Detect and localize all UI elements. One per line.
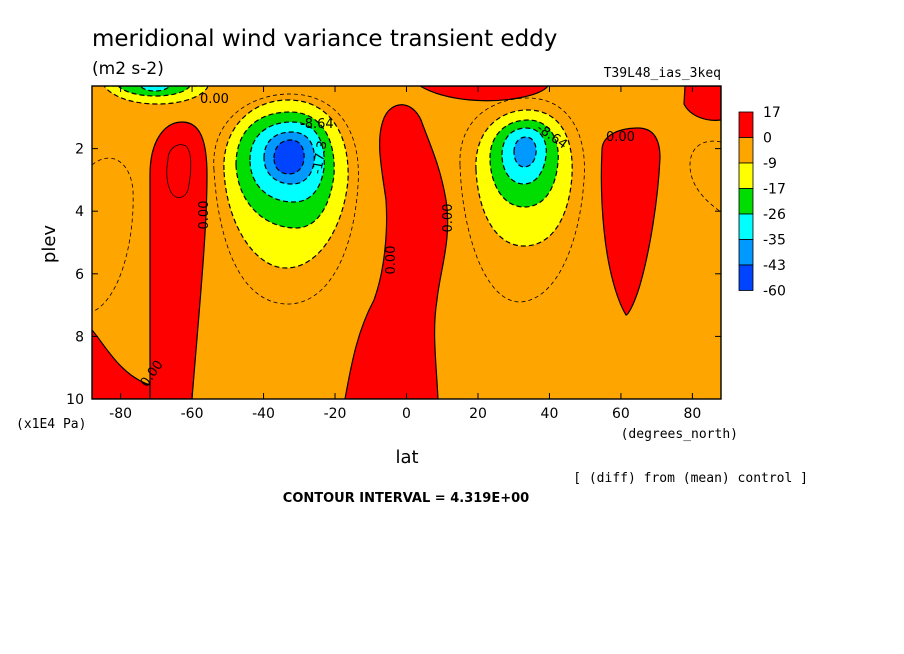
contour-label-top: 0.00: [200, 92, 229, 107]
colorbar-label: -9: [763, 156, 777, 172]
contour-field: [92, 86, 721, 399]
contour-label-equator-right: 0.00: [441, 204, 456, 233]
band-red-southpole: [92, 329, 151, 399]
x-tick-label: -60: [181, 406, 204, 422]
band-red-equator: [344, 104, 449, 399]
colorbar-label: -60: [763, 284, 786, 300]
band-cyan-topleft: [139, 86, 171, 92]
contour-line-west: [92, 157, 134, 313]
colorbar-swatch: [738, 264, 754, 291]
x-axis-ticks: -80 -60 -40 -20 0 20 40 60 80: [109, 86, 701, 422]
x-tick-label: 80: [683, 406, 701, 422]
difference-note: [ (diff) from (mean) control ]: [573, 471, 808, 486]
x-axis-label: lat: [395, 447, 418, 468]
contour-line-red-inner: [166, 144, 192, 198]
y-tick-label: 8: [75, 329, 84, 345]
y-axis-label: plev: [39, 225, 60, 264]
colorbar-label: 17: [763, 105, 781, 121]
colorbar-label: -26: [763, 207, 786, 223]
colorbar-swatch: [738, 137, 754, 164]
x-tick-label: 0: [402, 406, 411, 422]
chart-units: (m2 s-2): [92, 59, 164, 79]
colorbar-label: -43: [763, 258, 786, 274]
contour-label-south-red: 0.00: [197, 201, 212, 230]
contour-label-equator-left: 0.00: [384, 246, 399, 275]
chart-title: meridional wind variance transient eddy: [92, 26, 557, 52]
band-red-topcenter: [418, 86, 549, 102]
x-axis-units: (degrees_north): [621, 427, 738, 442]
contour-line-north: [459, 97, 585, 303]
colorbar-swatch: [738, 213, 754, 240]
experiment-label: T39L48_ias_3keq: [604, 66, 721, 81]
y-tick-label: 6: [75, 267, 84, 283]
x-tick-label: 60: [612, 406, 630, 422]
x-tick-label: -80: [109, 406, 132, 422]
y-tick-label: 4: [75, 204, 84, 220]
contour-line-south: [213, 93, 359, 305]
contour-line-east: [689, 140, 721, 213]
colorbar-label: 0: [763, 131, 772, 147]
colorbar-swatch: [738, 239, 754, 266]
band-red-north: [600, 127, 661, 316]
contour-label-south-inner: -17.3: [310, 140, 331, 176]
x-tick-label: -20: [324, 406, 347, 422]
band-ltblue-north: [513, 136, 537, 168]
band-green-topleft: [117, 86, 191, 97]
x-tick-label: 40: [541, 406, 559, 422]
colorbar-swatch: [738, 111, 754, 138]
y-tick-label: 2: [75, 142, 84, 158]
y-axis-ticks: 2 4 6 8 10: [66, 142, 721, 408]
contour-label-south-well: -8.64: [300, 117, 334, 132]
x-tick-label: -40: [252, 406, 275, 422]
colorbar-swatch: [738, 188, 754, 215]
y-axis-units: (x1E4 Pa): [16, 417, 86, 432]
contour-label-north-red: 0.00: [606, 130, 635, 145]
band-red-south: [149, 121, 208, 399]
colorbar-swatch: [738, 162, 754, 189]
y-tick-label: 10: [66, 392, 84, 408]
band-blue-south: [273, 139, 305, 175]
colorbar: 17 0 -9 -17 -26 -35 -43 -60: [738, 105, 786, 300]
colorbar-label: -35: [763, 233, 786, 249]
colorbar-label: -17: [763, 182, 786, 198]
x-tick-label: 20: [469, 406, 487, 422]
contour-interval-text: CONTOUR INTERVAL = 4.319E+00: [283, 491, 529, 506]
